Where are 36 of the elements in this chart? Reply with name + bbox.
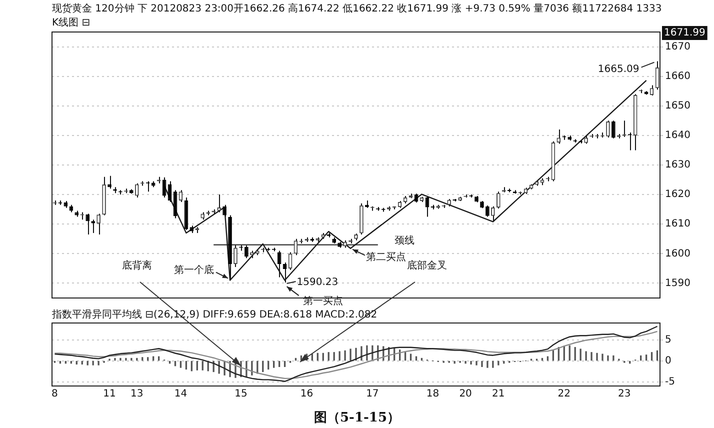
annotation: 底部金叉 (407, 260, 447, 272)
annotation: 颈线 (394, 234, 414, 246)
y-tick-label: 1660 (665, 70, 690, 82)
y-tick-label: 5 (665, 334, 672, 346)
x-tick-label: 11 (103, 388, 116, 400)
y-tick-label: 0 (665, 355, 672, 366)
y-tick-label: 1610 (665, 218, 690, 230)
y-tick-label: 1640 (665, 130, 690, 142)
text: 1671.99 (664, 28, 706, 39)
y-tick-label: 1590 (665, 278, 690, 289)
y-tick-label: 1670 (665, 41, 690, 52)
x-tick-label: 16 (300, 388, 314, 400)
x-tick-label: 8 (52, 388, 58, 400)
y-tick-label: 1620 (665, 189, 690, 200)
x-tick-label: 21 (492, 388, 505, 400)
x-tick-label: 18 (426, 388, 440, 400)
x-tick-label: 20 (459, 388, 472, 400)
chart-subtitle: K线图 ⊟ (52, 16, 90, 29)
y-tick-label: 1630 (665, 160, 690, 171)
y-tick-label: -5 (665, 376, 675, 388)
x-tick-label: 23 (618, 388, 631, 400)
x-tick-label: 15 (234, 388, 248, 400)
annotation: 第一买点 (302, 295, 343, 308)
annotation: 底背离 (122, 260, 152, 272)
annotation: 第二买点 (366, 250, 406, 263)
x-tick-label: 13 (130, 388, 144, 400)
annotation: 1590.23 (296, 277, 338, 288)
chart-title: 现货黄金 120分钟 下 20120823 23:00开1662.26 高1674.22 低1662.22 收1671.99 涨 +9.73 0.59% 量7036 额11722684 1333 (52, 2, 662, 15)
text: 图（5-1-15） (314, 410, 400, 426)
y-tick-label: 1650 (665, 100, 690, 112)
x-tick-label: 14 (174, 388, 188, 400)
x-tick-label: 17 (366, 388, 379, 400)
annotation: 1665.09 (598, 64, 640, 75)
y-tick-label: 1600 (665, 248, 690, 260)
x-tick-label: 22 (558, 388, 571, 400)
annotation: 第一个底 (174, 264, 214, 276)
